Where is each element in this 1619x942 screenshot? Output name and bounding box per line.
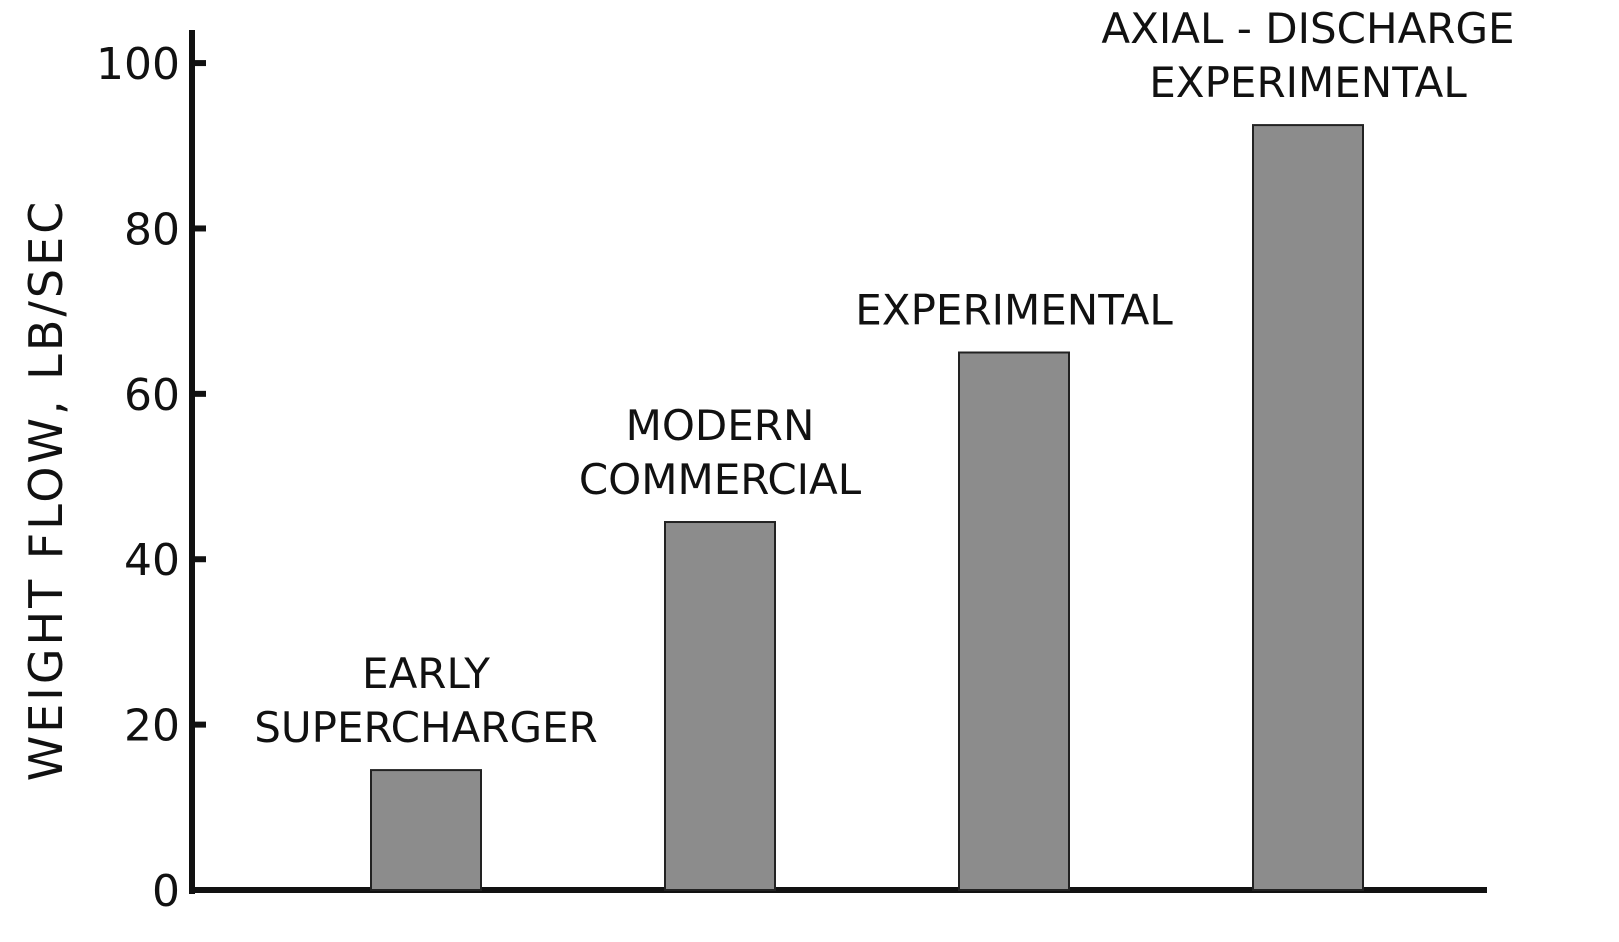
category-label: EXPERIMENTAL xyxy=(855,286,1173,335)
y-tick-label: 0 xyxy=(152,866,180,917)
y-tick-label: 80 xyxy=(124,204,180,255)
bar xyxy=(664,521,776,891)
category-label: AXIAL - DISCHARGE EXPERIMENTAL xyxy=(1101,4,1514,107)
y-tick-label: 60 xyxy=(124,370,180,421)
category-label: EARLY SUPERCHARGER xyxy=(254,649,597,752)
y-tick-label: 40 xyxy=(124,535,180,586)
category-label: MODERN COMMERCIAL xyxy=(579,401,862,504)
bar xyxy=(1252,124,1364,892)
y-axis-label: WEIGHT FLOW, LB/SEC xyxy=(19,199,73,782)
bar xyxy=(370,769,482,891)
y-tick-label: 100 xyxy=(96,39,180,90)
y-tick-label: 20 xyxy=(124,701,180,752)
bar xyxy=(958,351,1070,891)
